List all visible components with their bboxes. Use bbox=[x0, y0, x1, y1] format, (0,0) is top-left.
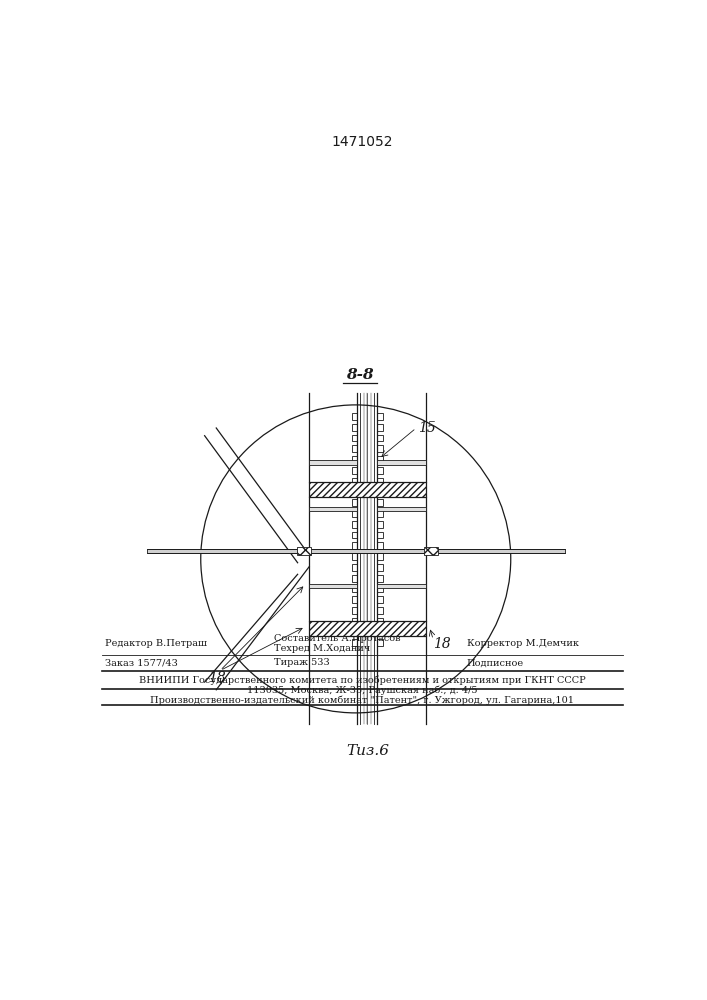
Bar bbox=[309, 507, 357, 511]
Bar bbox=[352, 639, 357, 646]
Text: 18: 18 bbox=[433, 637, 451, 651]
Text: Редактор В.Петраш: Редактор В.Петраш bbox=[105, 639, 207, 648]
Bar bbox=[378, 618, 383, 625]
Bar bbox=[352, 521, 357, 528]
Bar bbox=[309, 482, 426, 497]
Bar bbox=[378, 639, 383, 646]
Text: 1471052: 1471052 bbox=[331, 135, 392, 149]
Bar bbox=[309, 620, 426, 636]
Text: 8-8: 8-8 bbox=[346, 368, 373, 382]
Bar bbox=[352, 553, 357, 560]
Bar bbox=[146, 549, 565, 553]
Bar bbox=[352, 629, 357, 636]
Text: 15: 15 bbox=[418, 421, 436, 435]
Bar bbox=[378, 532, 383, 538]
Bar bbox=[352, 435, 357, 441]
Text: ВНИИПИ Государственного комитета по изобретениям и открытиям при ГКНТ СССР: ВНИИПИ Государственного комитета по изоб… bbox=[139, 675, 585, 685]
Bar bbox=[352, 445, 357, 452]
Bar bbox=[352, 499, 357, 506]
Bar bbox=[352, 585, 357, 592]
Bar bbox=[352, 488, 357, 495]
Bar bbox=[352, 467, 357, 474]
Bar bbox=[378, 553, 383, 560]
Bar bbox=[378, 460, 426, 465]
Bar bbox=[352, 424, 357, 431]
Text: Производственно-издательский комбинат "Патент", г. Ужгород, ул. Гагарина,101: Производственно-издательский комбинат "П… bbox=[150, 695, 574, 705]
Bar bbox=[378, 542, 383, 549]
Bar bbox=[378, 521, 383, 528]
Bar bbox=[424, 547, 438, 555]
Bar bbox=[378, 424, 383, 431]
Bar bbox=[378, 575, 383, 582]
Bar bbox=[378, 510, 383, 517]
Bar bbox=[352, 564, 357, 571]
Bar bbox=[378, 413, 383, 420]
Bar bbox=[352, 575, 357, 582]
Bar bbox=[352, 532, 357, 538]
Bar bbox=[378, 596, 383, 603]
Bar bbox=[378, 626, 426, 631]
Bar bbox=[297, 547, 311, 555]
Bar bbox=[378, 507, 426, 511]
Bar bbox=[378, 435, 383, 441]
Text: Τиз.6: Τиз.6 bbox=[346, 744, 389, 758]
Bar bbox=[378, 488, 383, 495]
Text: Корректор М.Демчик: Корректор М.Демчик bbox=[467, 639, 578, 648]
Bar bbox=[352, 542, 357, 549]
Bar bbox=[378, 467, 383, 474]
Bar bbox=[352, 618, 357, 625]
Text: 18: 18 bbox=[209, 671, 226, 685]
Bar bbox=[352, 456, 357, 463]
Bar bbox=[378, 445, 383, 452]
Bar bbox=[352, 607, 357, 614]
Bar bbox=[378, 564, 383, 571]
Text: 113035, Москва, Ж-35, Раушская наб., д. 4/5: 113035, Москва, Ж-35, Раушская наб., д. … bbox=[247, 686, 477, 695]
Text: Техред М.Ходанич: Техред М.Ходанич bbox=[274, 644, 370, 653]
Bar bbox=[378, 607, 383, 614]
Text: Составитель А.Протасов: Составитель А.Протасов bbox=[274, 634, 401, 643]
Text: Заказ 1577/43: Заказ 1577/43 bbox=[105, 658, 178, 667]
Bar bbox=[378, 456, 383, 463]
Bar bbox=[352, 478, 357, 485]
Bar bbox=[378, 629, 383, 636]
Bar bbox=[378, 478, 383, 485]
Bar bbox=[352, 413, 357, 420]
Bar bbox=[309, 460, 357, 465]
Bar bbox=[352, 510, 357, 517]
Bar bbox=[378, 585, 383, 592]
Bar bbox=[309, 584, 357, 588]
Bar bbox=[352, 596, 357, 603]
Bar bbox=[378, 584, 426, 588]
Bar bbox=[378, 499, 383, 506]
Text: Подписное: Подписное bbox=[467, 658, 524, 667]
Text: Тираж 533: Тираж 533 bbox=[274, 658, 330, 667]
Bar bbox=[309, 626, 357, 631]
